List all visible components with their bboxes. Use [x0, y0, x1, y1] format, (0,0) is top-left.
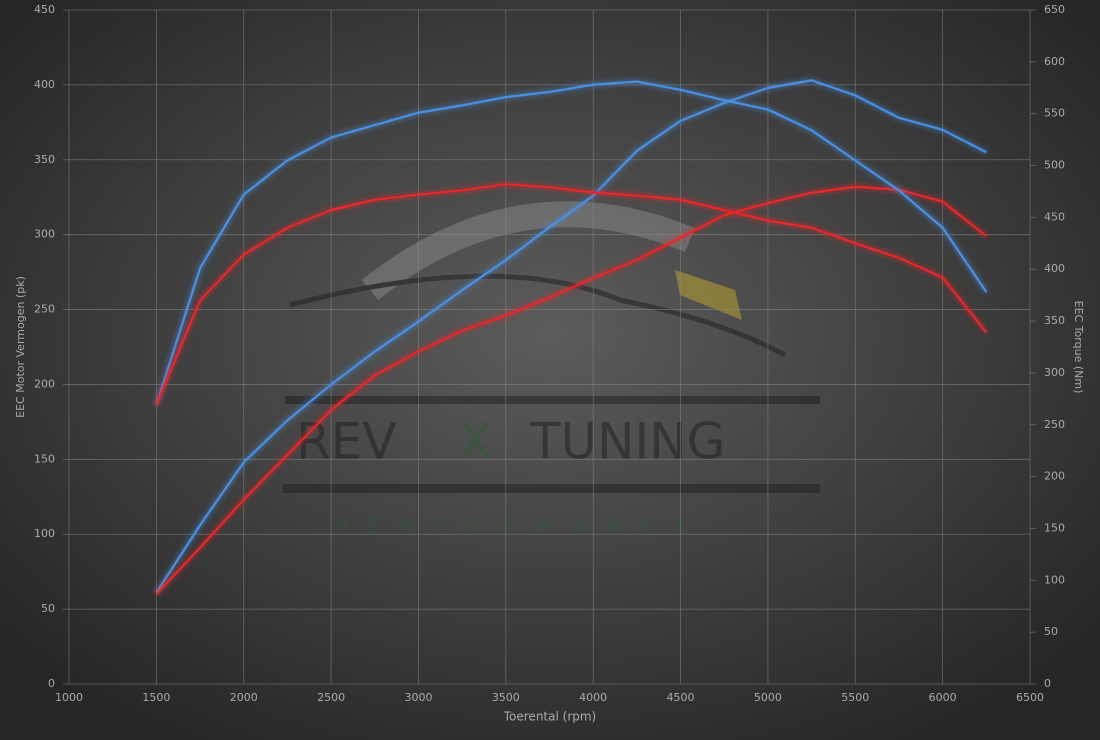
y-tick-label: 350	[34, 153, 55, 166]
x-tick-label: 6000	[929, 691, 957, 704]
watermark-tuning: TUNING	[529, 413, 725, 471]
y2-tick-label: 150	[1044, 521, 1065, 534]
logo-arc	[361, 201, 695, 301]
series-line	[155, 185, 987, 595]
grid	[63, 9, 1036, 685]
series-line	[155, 183, 988, 406]
y2-tick-label: 400	[1044, 262, 1065, 275]
y-tick-label: 50	[41, 602, 55, 615]
logo-car	[289, 273, 787, 358]
x-tick-label: 5000	[754, 691, 782, 704]
logo-gauge	[675, 270, 742, 320]
y-tick-label: 250	[34, 303, 55, 316]
x-tick-label: 4000	[579, 691, 607, 704]
y2-tick-label: 600	[1044, 55, 1065, 68]
y-tick-label: 0	[48, 677, 55, 690]
x-axis-label: Toerental (rpm)	[503, 710, 596, 724]
y2-tick-label: 0	[1044, 677, 1051, 690]
x-tick-label: 1500	[142, 691, 170, 704]
y-tick-label: 400	[34, 78, 55, 91]
watermark-sub: PERFORMANCE	[335, 515, 707, 539]
y-axis-label: EEC Motor Vermogen (pk)	[14, 276, 27, 418]
y2-tick-label: 450	[1044, 210, 1065, 223]
y-tick-label: 450	[34, 3, 55, 16]
series-line	[155, 79, 987, 594]
x-tick-label: 6500	[1016, 691, 1044, 704]
x-tick-label: 1000	[55, 691, 83, 704]
y2-tick-label: 200	[1044, 470, 1065, 483]
watermark-x: X	[458, 413, 492, 471]
y-tick-label: 100	[34, 527, 55, 540]
x-tick-label: 2500	[317, 691, 345, 704]
y2-tick-label: 100	[1044, 573, 1065, 586]
x-tick-label: 3500	[492, 691, 520, 704]
x-tick-label: 2000	[230, 691, 258, 704]
y2-axis-label: EEC Torque (Nm)	[1072, 301, 1085, 394]
y-tick-label: 300	[34, 228, 55, 241]
watermark-rev: REV	[296, 413, 397, 471]
y2-tick-label: 550	[1044, 107, 1065, 120]
y2-tick-label: 300	[1044, 366, 1065, 379]
y2-tick-label: 250	[1044, 418, 1065, 431]
y2-tick-label: 350	[1044, 314, 1065, 327]
x-tick-label: 3000	[404, 691, 432, 704]
y-tick-label: 150	[34, 452, 55, 465]
x-tick-label: 4500	[667, 691, 695, 704]
x-tick-label: 5500	[841, 691, 869, 704]
series-line	[155, 80, 988, 406]
y2-tick-label: 500	[1044, 159, 1065, 172]
y-tick-label: 200	[34, 377, 55, 390]
y2-tick-label: 50	[1044, 625, 1058, 638]
logo-bar	[283, 484, 820, 493]
logo-bar	[285, 396, 820, 404]
y2-tick-label: 650	[1044, 3, 1065, 16]
